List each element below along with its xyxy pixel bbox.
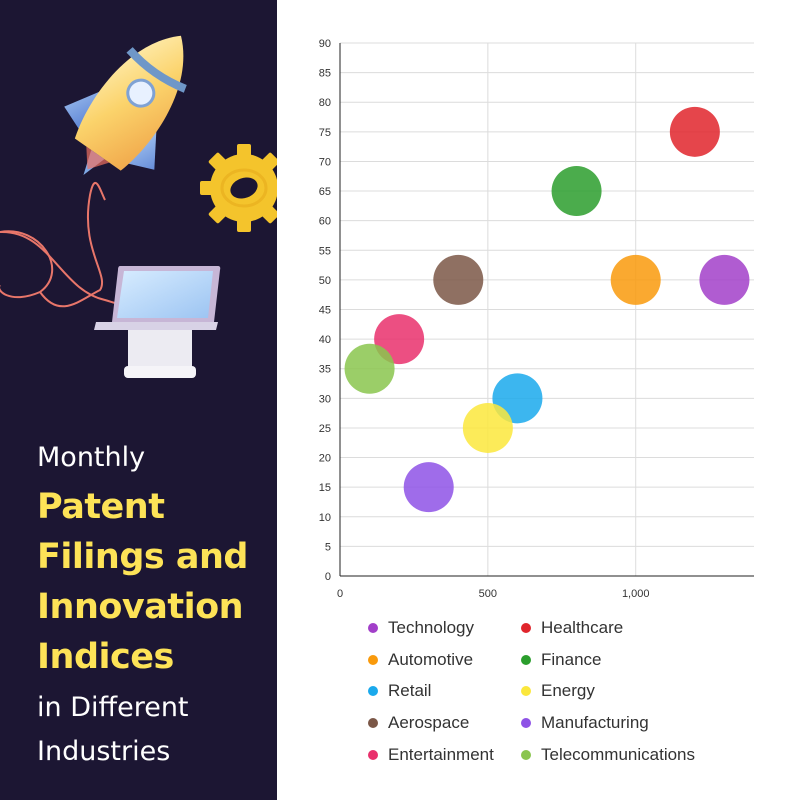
title-highlight-line: Filings and	[37, 537, 248, 577]
legend-marker	[368, 654, 378, 665]
bubble-point	[344, 343, 395, 394]
legend-label: Telecommunications	[541, 745, 696, 765]
legend-marker	[368, 750, 378, 761]
y-tick-label: 30	[319, 393, 331, 405]
bubble-point	[551, 166, 602, 217]
legend-item: Telecommunications	[521, 739, 771, 771]
title-block: Monthly Patent Filings and Innovation In…	[37, 436, 267, 774]
title-prefix: Monthly	[37, 442, 146, 473]
left-panel: Monthly Patent Filings and Innovation In…	[0, 0, 277, 800]
bubble-point	[462, 402, 513, 453]
y-tick-label: 70	[319, 156, 331, 168]
illustration	[0, 35, 277, 378]
y-tick-label: 80	[319, 97, 331, 109]
cable-line	[0, 181, 106, 308]
y-tick-label: 50	[319, 275, 331, 287]
legend-item: Aerospace	[368, 707, 521, 739]
legend-label: Manufacturing	[541, 713, 649, 733]
y-tick-label: 45	[319, 305, 331, 317]
bubble-point	[699, 254, 750, 305]
y-tick-label: 60	[319, 216, 331, 228]
legend-item: Finance	[521, 644, 771, 676]
legend-label: Healthcare	[541, 617, 624, 637]
rocket-icon	[64, 35, 187, 176]
bubble-point	[403, 462, 454, 513]
title-highlight-line: Indices	[37, 637, 174, 677]
title-highlight: Patent Filings and Innovation Indices	[37, 482, 267, 682]
y-tick-label: 0	[325, 571, 331, 583]
legend-label: Technology	[388, 617, 475, 637]
legend-item: Retail	[368, 676, 521, 708]
y-tick-label: 10	[319, 512, 331, 524]
legend-marker	[368, 686, 378, 697]
x-tick-label: 0	[337, 588, 343, 600]
laptop-icon	[94, 266, 221, 378]
gear-icon	[200, 144, 277, 232]
chart-legend: Technology Healthcare Automotive Finance Ret…	[368, 612, 788, 772]
y-tick-label: 5	[325, 541, 331, 553]
legend-label: Finance	[541, 649, 602, 669]
bubble-point	[433, 254, 484, 305]
y-tick-label: 40	[319, 334, 331, 346]
legend-item: Energy	[521, 676, 771, 708]
legend-marker	[521, 622, 531, 633]
title-suffix-line: in Different	[37, 692, 189, 723]
legend-item: Technology	[368, 612, 521, 644]
y-tick-label: 90	[319, 38, 331, 50]
legend-label: Energy	[541, 681, 595, 701]
y-tick-label: 20	[319, 453, 331, 465]
title-suffix-line: Industries	[37, 736, 171, 767]
legend-item: Entertainment	[368, 739, 521, 771]
title-highlight-line: Patent	[37, 487, 165, 527]
y-tick-label: 25	[319, 423, 331, 435]
legend-label: Automotive	[388, 649, 474, 669]
y-tick-label: 15	[319, 482, 331, 494]
legend-item: Automotive	[368, 644, 521, 676]
title-highlight-line: Innovation	[37, 587, 244, 627]
legend-marker	[368, 622, 378, 633]
legend-label: Entertainment	[388, 745, 494, 765]
legend-item: Healthcare	[521, 612, 771, 644]
y-tick-label: 35	[319, 364, 331, 376]
x-tick-label: 1,000	[622, 588, 650, 600]
legend-label: Retail	[388, 681, 432, 701]
y-tick-label: 55	[319, 245, 331, 257]
y-tick-label: 85	[319, 68, 331, 80]
bubble-chart: 0 5 10 15 20 25 30 35 40 45 50 55 60 65 70 75 80 85 90 0 500…	[319, 38, 754, 600]
legend-marker	[521, 654, 531, 665]
legend-item: Manufacturing	[521, 707, 771, 739]
y-tick-label: 75	[319, 127, 331, 139]
bubble-point	[610, 254, 661, 305]
legend-marker	[368, 718, 378, 729]
legend-label: Aerospace	[388, 713, 470, 733]
legend-marker	[521, 718, 531, 729]
y-tick-label: 65	[319, 186, 331, 198]
legend-marker	[521, 686, 531, 697]
legend-marker	[521, 750, 531, 761]
bubble-point	[669, 106, 720, 157]
x-tick-label: 500	[479, 588, 497, 600]
